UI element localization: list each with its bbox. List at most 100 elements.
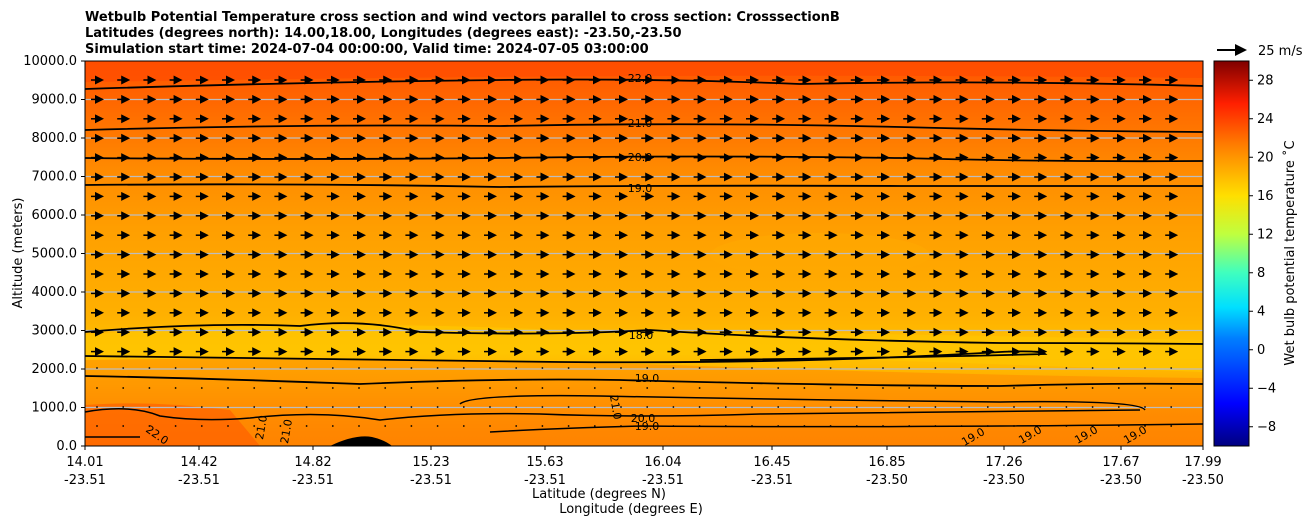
wind-dot (410, 425, 413, 427)
wind-dot (986, 425, 989, 427)
colorbar-label: Wet bulb potential temperature ˚C (1282, 140, 1298, 365)
wind-dot (777, 425, 780, 427)
wind-dot (646, 387, 649, 389)
x-axis-label-lon: Longitude (degrees E) (559, 502, 703, 517)
x-tick-lat-label: 14.01 (66, 455, 103, 470)
chart-title-line-1: Wetbulb Potential Temperature cross sect… (85, 10, 840, 25)
wind-dot (882, 367, 884, 369)
wind-dot (200, 367, 203, 369)
wind-dot (1170, 367, 1173, 369)
wind-dot (436, 387, 439, 389)
x-tick-lat-label: 16.85 (868, 455, 905, 470)
wind-dot (882, 387, 884, 389)
y-tick-label: 0.0 (56, 439, 77, 454)
wind-dot (698, 425, 701, 427)
wind-dot (279, 367, 282, 369)
wind-dot (672, 387, 675, 389)
wind-dot (593, 425, 596, 427)
wind-dot (148, 406, 151, 408)
wind-dot (515, 406, 518, 408)
wind-dot (620, 367, 622, 369)
wind-dot (358, 425, 360, 427)
x-tick-lon-label: -23.50 (1182, 473, 1224, 488)
wind-dot (672, 406, 675, 408)
wind-dot (1013, 406, 1015, 408)
wind-dot (934, 425, 937, 427)
wind-dot (908, 367, 911, 369)
x-tick-lat-label: 14.42 (180, 455, 217, 470)
wind-dot (567, 425, 570, 427)
wind-dot (777, 387, 780, 389)
x-tick-lon-label: -23.51 (178, 473, 220, 488)
wind-dot (462, 406, 465, 408)
wind-dot (593, 387, 596, 389)
y-tick-label: 6000.0 (32, 208, 78, 223)
wind-dot (122, 387, 125, 389)
wind-dot (1065, 406, 1068, 408)
wind-dot (489, 425, 491, 427)
wind-dot (96, 425, 98, 427)
colorbar-tick-label: 20 (1257, 150, 1274, 165)
wind-dot (1170, 387, 1173, 389)
wind-dot (1091, 425, 1094, 427)
wind-dot (436, 367, 439, 369)
wind-dot (122, 425, 125, 427)
wind-dot (253, 406, 256, 408)
y-axis-label: Altitude (meters) (11, 198, 26, 309)
wind-dot (646, 406, 649, 408)
wind-dot (751, 387, 753, 389)
y-tick-label: 1000.0 (32, 401, 78, 416)
colorbar: −8 −4 0 4 8 12 16 20 24 28 Wet bulb potential tem… (1213, 60, 1298, 447)
x-tick-lat-label: 15.23 (412, 455, 449, 470)
x-tick-lon-label: -23.50 (1100, 473, 1142, 488)
wind-dot (305, 425, 308, 427)
wind-dot (122, 367, 125, 369)
wind-dot (1013, 387, 1015, 389)
y-tick-label: 2000.0 (32, 362, 78, 377)
wind-dot (489, 367, 491, 369)
contour-label-low: 21.0 (607, 394, 624, 420)
wind-dot (1039, 387, 1042, 389)
wind-dot (462, 367, 465, 369)
wind-dot (174, 387, 177, 389)
chart-title-line-3: Simulation start time: 2024-07-04 00:00:… (85, 42, 649, 57)
wind-dot (436, 425, 439, 427)
colorbar-tick-label: 0 (1257, 343, 1265, 358)
wind-dot (410, 367, 413, 369)
x-tick-lon-label: -23.50 (983, 473, 1025, 488)
y-tick-label: 5000.0 (32, 247, 78, 262)
wind-dot (253, 387, 256, 389)
wind-dot (1091, 406, 1094, 408)
wind-dot (855, 406, 858, 408)
wind-dot (358, 406, 360, 408)
wind-dot (227, 406, 229, 408)
contour-label: 20.0 (631, 412, 656, 425)
wind-dot (803, 406, 806, 408)
wind-dot (384, 387, 387, 389)
wind-dot (305, 406, 308, 408)
wind-dot (253, 367, 256, 369)
wind-dot (1117, 425, 1120, 427)
wind-dot (1144, 387, 1146, 389)
wind-dot (279, 387, 282, 389)
colorbar-tick-label: 24 (1257, 112, 1274, 127)
colorbar-tick-label: 16 (1257, 189, 1274, 204)
y-tick-label: 3000.0 (32, 324, 78, 339)
wind-dot (462, 425, 465, 427)
wind-dot (305, 387, 308, 389)
x-tick-lat-label: 17.26 (985, 455, 1022, 470)
wind-dot (541, 425, 544, 427)
contour-label-low: 21.0 (253, 414, 270, 440)
wind-dot (567, 387, 570, 389)
quiver-key: 25 m/s (1217, 44, 1303, 59)
wind-dot (855, 367, 858, 369)
wind-dot (148, 425, 151, 427)
wind-dot (1039, 406, 1042, 408)
lower-warm-band (85, 358, 1203, 446)
wind-dot (541, 406, 544, 408)
wind-dot (515, 425, 518, 427)
contour-label: 18.0 (629, 329, 654, 342)
wind-dot (515, 367, 518, 369)
wind-dot (489, 406, 491, 408)
